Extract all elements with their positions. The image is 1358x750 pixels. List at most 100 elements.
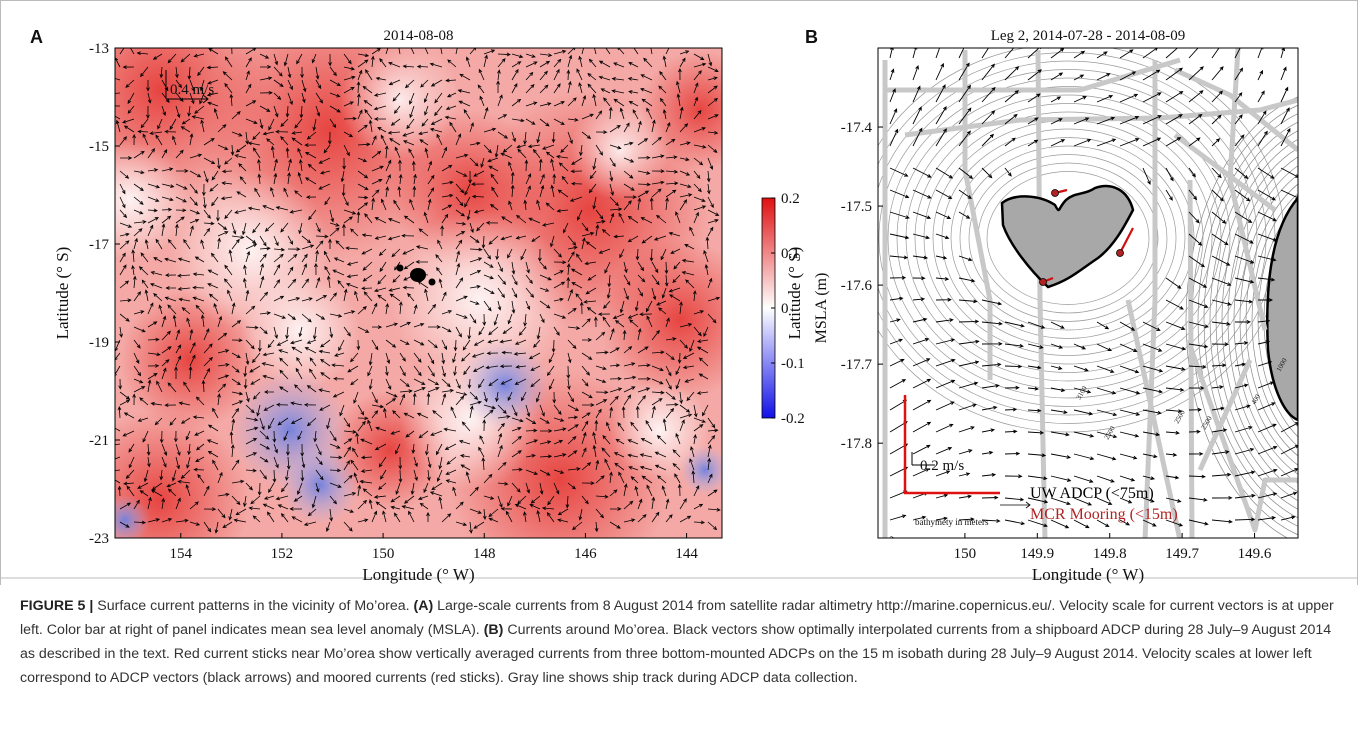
current-vectors <box>115 48 721 534</box>
chart-title: Leg 2, 2014-07-28 - 2014-08-09 <box>991 28 1186 44</box>
panel-label: B <box>805 27 818 47</box>
mooring-stick <box>1119 227 1134 254</box>
note-arrow <box>1000 501 1031 509</box>
ship-track <box>1197 358 1253 472</box>
bathymetry-contour <box>878 60 1267 416</box>
ship-track <box>1227 48 1268 331</box>
msla-blob <box>570 100 670 200</box>
bathymetry-contour <box>1257 202 1298 438</box>
y-tick-label: -19 <box>89 335 109 351</box>
contour-label: 2500 <box>1200 414 1214 431</box>
y-tick-label: -17.6 <box>841 278 873 294</box>
bathymetry-contour <box>923 111 1213 365</box>
legend-entry: UW ADCP (<75m) <box>1030 485 1154 502</box>
y-tick-label: -17.8 <box>841 436 872 452</box>
ship-track <box>1173 67 1298 152</box>
ship-track <box>1142 60 1158 538</box>
scale-label: 0.4 m/s <box>170 82 214 98</box>
bathymetry-contour <box>1203 121 1298 519</box>
contour-label: 3100 <box>883 534 897 551</box>
bathymetry-contour <box>950 137 1186 339</box>
y-tick-label: -17 <box>89 237 109 253</box>
mooring <box>1039 278 1047 286</box>
x-tick-label: 144 <box>675 546 698 562</box>
x-tick-label: 149.9 <box>1020 546 1054 562</box>
y-tick-label: -23 <box>89 531 109 547</box>
colorbar-tick-label: 0 <box>781 301 789 317</box>
bathymetry-contour <box>1221 147 1298 493</box>
msla-blob <box>680 445 722 495</box>
ship-track <box>1125 299 1183 538</box>
colorbar-tick-label: -0.1 <box>781 356 805 372</box>
y-tick-label: -17.5 <box>841 199 872 215</box>
ship-track <box>1185 339 1298 533</box>
x-tick-label: 150 <box>372 546 395 562</box>
msla-field <box>115 48 722 538</box>
msla-blob <box>460 340 550 430</box>
x-tick-label: 154 <box>170 546 193 562</box>
bathymetry-contour <box>1227 156 1298 484</box>
y-tick-label: -17.4 <box>841 120 873 136</box>
scale-arrows <box>911 452 935 466</box>
x-tick-label: 146 <box>574 546 597 562</box>
ship-track <box>885 57 1181 93</box>
x-tick-label: 148 <box>473 546 496 562</box>
current-vectors <box>889 48 1298 529</box>
bathymetry-contour <box>968 154 1168 322</box>
scale-arrow <box>165 70 209 104</box>
island <box>428 278 436 286</box>
caption: FIGURE 5 | Surface current patterns in t… <box>20 594 1338 690</box>
mooring <box>1051 189 1059 197</box>
scale-label: 0.2 m/s <box>920 458 964 474</box>
colorbar-label: MSLA (m) <box>813 273 830 344</box>
contour-label: 2500 <box>1103 424 1117 441</box>
plot-frame <box>114 47 723 539</box>
ship-track <box>1187 179 1195 538</box>
bathymetry-contour <box>959 145 1177 331</box>
bathymetry-contour <box>1239 174 1298 466</box>
ship-track <box>962 50 993 380</box>
caption-text: Currents around Mo’orea. Black vectors s… <box>20 622 1332 686</box>
x-tick-label: 152 <box>271 546 294 562</box>
x-axis-label: Longitude (° W) <box>1032 565 1144 584</box>
island <box>410 268 426 282</box>
x-tick-label: 149.8 <box>1093 546 1127 562</box>
island-tahiti <box>1265 196 1298 422</box>
bathymetry-contour <box>905 94 1231 382</box>
bathymetry-contour <box>986 171 1150 305</box>
x-tick-label: 149.6 <box>1238 546 1272 562</box>
bathymetry-contour <box>1251 193 1298 447</box>
y-axis-label: Latitude (° S) <box>785 247 804 340</box>
bathymetry-contour <box>887 77 1249 399</box>
plot-frame <box>877 47 1299 539</box>
panel-a: 0.4 m/s 154 152 150 148 146 144 -13 -15 -17 -19 -21… <box>53 28 830 584</box>
note: bathymety in meters <box>915 517 989 527</box>
x-axis-label: Longitude (° W) <box>362 565 474 584</box>
caption-bold: (B) <box>483 622 504 638</box>
caption-bold: (A) <box>413 598 434 614</box>
island <box>396 264 404 272</box>
bathymetry-contour <box>914 103 1222 373</box>
bathymetry-contour <box>878 69 1258 407</box>
caption-label: FIGURE 5 | <box>20 598 94 614</box>
colorbar-tick-label: 0.1 <box>781 246 800 262</box>
island-moorea <box>1000 184 1135 289</box>
msla-blob <box>240 270 360 390</box>
x-tick-label: 150 <box>954 546 977 562</box>
colorbar-tick-label: -0.2 <box>781 411 805 427</box>
bathymetry-contour <box>1233 165 1298 475</box>
bathymetry-contour <box>1197 113 1298 527</box>
msla-blob <box>600 240 722 400</box>
msla-blob <box>340 48 460 160</box>
y-tick-label: -17.7 <box>841 357 873 373</box>
caption-text: Large-scale currents from 8 August 2014 … <box>20 598 1334 638</box>
msla-blob <box>280 445 360 525</box>
msla-blob <box>115 495 150 538</box>
bathymetry-contour <box>896 86 1240 390</box>
bathymetry-contour <box>1215 139 1298 501</box>
bathymetry-contour <box>1245 183 1298 457</box>
bathymetry-contour <box>1185 96 1298 538</box>
